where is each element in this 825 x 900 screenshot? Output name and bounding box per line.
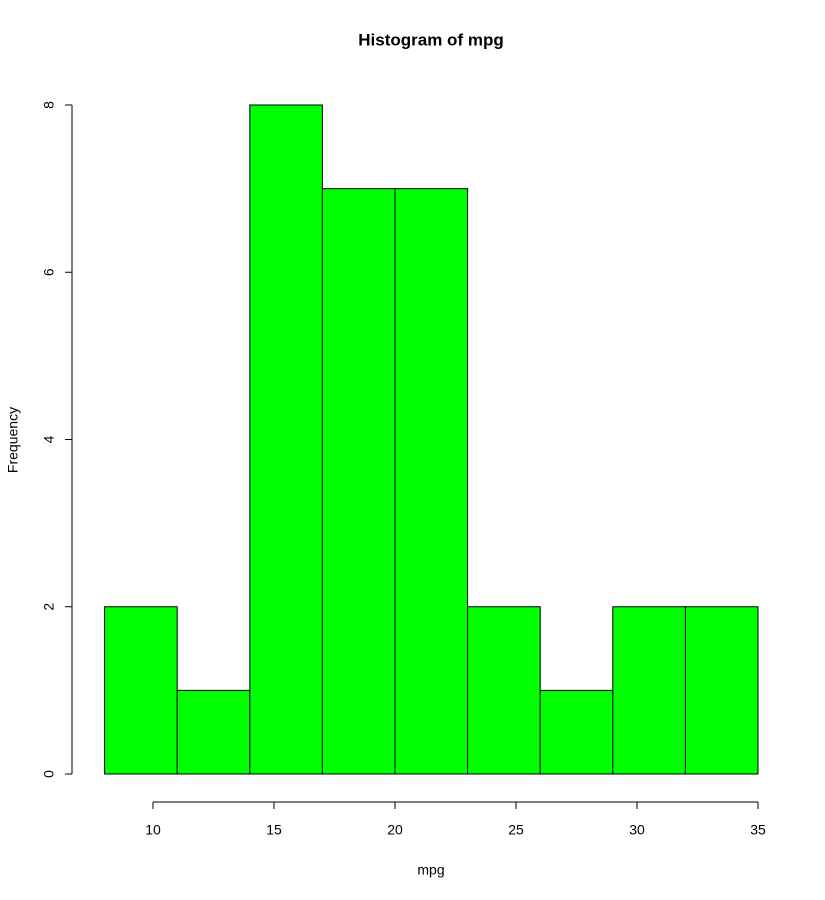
chart-title: Histogram of mpg	[358, 30, 503, 49]
y-tick-label: 8	[41, 101, 57, 109]
bar	[467, 606, 541, 775]
bar	[104, 606, 178, 775]
x-tick-label: 15	[266, 822, 282, 838]
bar	[394, 188, 469, 775]
x-tick-label: 35	[750, 822, 766, 838]
y-tick-label: 2	[41, 603, 57, 611]
bar	[176, 689, 251, 775]
x-tick-label: 25	[508, 822, 524, 838]
x-tick-label: 10	[145, 822, 161, 838]
y-tick-label: 0	[41, 770, 57, 778]
bar	[612, 606, 686, 775]
bar	[249, 104, 323, 775]
x-tick-label: 30	[629, 822, 645, 838]
y-tick-label: 4	[41, 435, 57, 443]
bar	[684, 606, 759, 775]
y-tick-label: 6	[41, 268, 57, 276]
x-axis-label: mpg	[417, 862, 444, 878]
y-axis-label: Frequency	[5, 407, 21, 473]
bar	[321, 188, 396, 775]
bar	[539, 689, 614, 775]
x-tick-label: 20	[387, 822, 403, 838]
